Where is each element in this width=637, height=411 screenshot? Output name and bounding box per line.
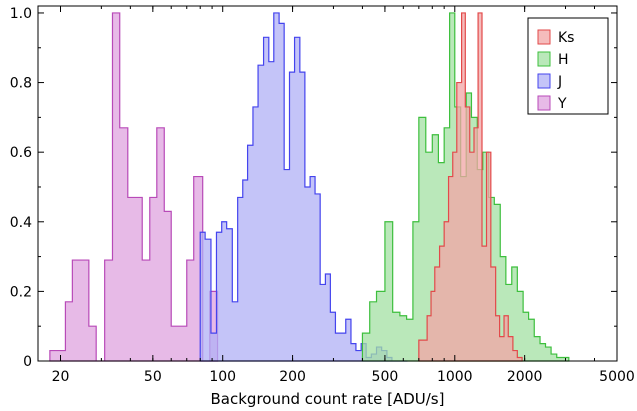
y-tick-label: 0.4 [10,215,32,231]
x-tick-label: 200 [279,369,306,385]
x-tick-label: 5000 [599,369,635,385]
x-tick-label: 1000 [437,369,473,385]
x-tick-label: 50 [144,369,162,385]
x-tick-label: 20 [52,369,70,385]
series-ks [418,12,523,362]
legend-swatch-ks [537,29,551,45]
x-axis: 20 50 100 200 500 1000 2000 5000 [52,6,635,385]
legend-swatch-y [537,95,551,111]
plot-area [49,12,570,362]
y-tick-label: 0.6 [10,145,32,161]
x-tick-label: 500 [372,369,399,385]
series-y-bars [49,12,219,362]
x-axis-label: Background count rate [ADU/s] [211,390,445,408]
legend-swatch-j [537,73,551,89]
x-tick-label: 2000 [507,369,543,385]
y-tick-label: 1.0 [10,6,32,22]
legend-label-ks: Ks [558,30,574,46]
legend-swatch-h [537,51,551,67]
series-ks-bars [418,12,523,362]
legend-label-j: J [557,74,562,90]
series-y [49,12,219,362]
y-tick-label: 0.2 [10,284,32,300]
y-tick-label: 0 [23,354,32,370]
legend: Ks HJY [527,17,609,115]
y-axis: 0 0.2 0.4 0.6 0.8 1.0 [10,6,617,370]
legend-label-y: Y [557,96,567,112]
plot-frame [37,5,618,362]
y-tick-label: 0.8 [10,76,32,92]
x-tick-label: 100 [209,369,236,385]
legend-label-h: H [558,52,569,68]
